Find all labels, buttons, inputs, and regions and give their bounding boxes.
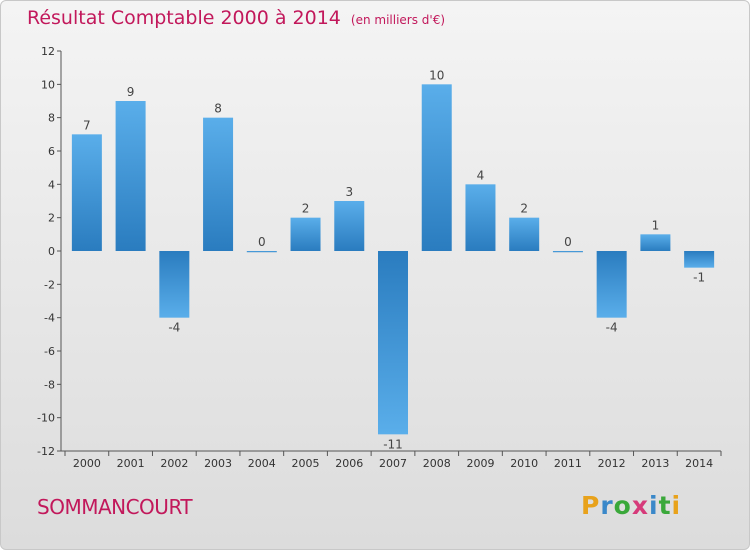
data-label: 8 [214, 102, 222, 116]
logo-letter: x [631, 491, 649, 520]
commune-name: SOMMANCOURT [37, 495, 193, 519]
data-label: 0 [258, 235, 266, 249]
y-tick-label: -12 [37, 445, 55, 458]
x-tick-label: 2008 [423, 457, 451, 470]
chart-title-text: Résultat Comptable 2000 à 2014 [27, 7, 341, 29]
proxiti-logo[interactable]: Proxiti [581, 491, 681, 520]
x-tick-label: 2007 [379, 457, 407, 470]
x-tick-label: 2002 [160, 457, 188, 470]
x-tick-label: 2004 [248, 457, 276, 470]
logo-letter: o [613, 491, 632, 520]
chart-subtitle: (en milliers d'€) [350, 13, 446, 27]
data-label: 10 [429, 68, 444, 82]
logo-letter: i [671, 491, 682, 520]
y-tick-label: 10 [41, 78, 55, 91]
data-label: -4 [606, 321, 618, 335]
bar-2006[interactable] [334, 201, 365, 251]
y-tick-label: 2 [48, 212, 55, 225]
x-tick-label: 2000 [73, 457, 101, 470]
bar-2011[interactable] [552, 251, 583, 253]
y-tick-label: -6 [44, 345, 55, 358]
x-tick-label: 2005 [292, 457, 320, 470]
logo-letter: r [600, 491, 614, 520]
y-tick-label: 6 [48, 145, 55, 158]
bar-2013[interactable] [640, 234, 671, 251]
bar-2004[interactable] [246, 251, 277, 253]
x-tick-label: 2011 [554, 457, 582, 470]
logo-letter: t [658, 491, 672, 520]
bar-2007[interactable] [378, 251, 408, 435]
x-tick-label: 2009 [466, 457, 494, 470]
y-tick-label: -10 [37, 412, 55, 425]
bar-2010[interactable] [509, 217, 540, 251]
chart-title: Résultat Comptable 2000 à 2014 (en millie… [27, 7, 445, 29]
bar-2009[interactable] [465, 184, 496, 251]
data-label: -1 [693, 271, 705, 285]
y-tick-label: -4 [44, 312, 55, 325]
y-tick-label: -8 [44, 378, 55, 391]
data-label: 2 [302, 202, 310, 216]
data-label: 7 [83, 118, 91, 132]
data-label: 9 [127, 85, 135, 99]
x-tick-label: 2013 [641, 457, 669, 470]
bar-2014[interactable] [684, 251, 715, 268]
data-label: -4 [168, 321, 180, 335]
y-tick-label: 8 [48, 112, 55, 125]
data-label: -11 [383, 437, 403, 451]
logo-letter: P [581, 491, 601, 520]
y-tick-label: 4 [48, 178, 55, 191]
bar-2005[interactable] [290, 217, 321, 251]
bar-2002[interactable] [159, 251, 190, 318]
logo-letter: i [649, 491, 659, 520]
bar-2001[interactable] [115, 101, 146, 251]
data-label: 3 [345, 185, 353, 199]
bar-2008[interactable] [421, 84, 452, 251]
data-label: 4 [477, 168, 485, 182]
x-tick-label: 2003 [204, 457, 232, 470]
x-tick-label: 2012 [598, 457, 626, 470]
bar-2012[interactable] [596, 251, 627, 318]
y-tick-label: -2 [44, 278, 55, 291]
bar-2003[interactable] [203, 117, 234, 252]
data-label: 1 [652, 218, 660, 232]
data-label: 2 [520, 202, 528, 216]
x-tick-label: 2006 [335, 457, 363, 470]
data-label: 0 [564, 235, 572, 249]
y-tick-label: 12 [41, 45, 55, 58]
y-tick-label: 0 [48, 245, 55, 258]
bar-2000[interactable] [71, 134, 102, 251]
x-tick-label: 2001 [117, 457, 145, 470]
x-tick-label: 2014 [685, 457, 713, 470]
x-tick-label: 2010 [510, 457, 538, 470]
